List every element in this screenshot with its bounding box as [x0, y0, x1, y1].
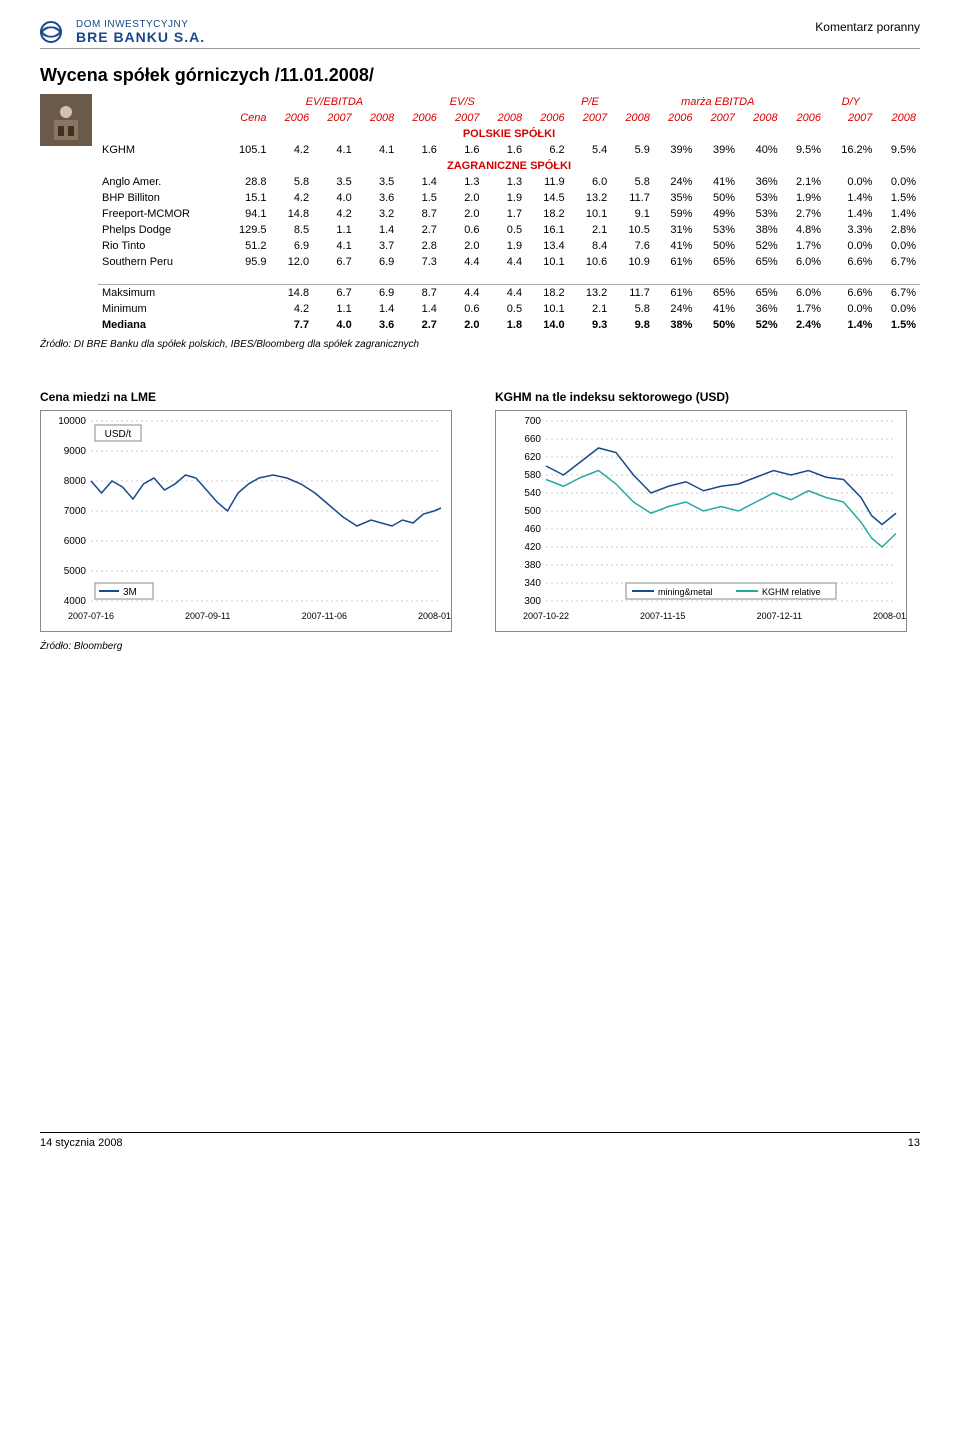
svg-text:460: 460	[524, 524, 541, 535]
svg-text:2007-11-15: 2007-11-15	[640, 611, 685, 621]
svg-text:2007-11-06: 2007-11-06	[302, 611, 347, 621]
svg-text:380: 380	[524, 560, 541, 571]
table-row: Rio Tinto51.26.94.13.72.82.01.913.48.47.…	[98, 238, 920, 254]
svg-text:2008-01-07: 2008-01-07	[418, 611, 452, 621]
svg-text:KGHM relative: KGHM relative	[762, 587, 821, 597]
svg-text:700: 700	[524, 416, 541, 427]
chart-lme-block: Cena miedzi na LME 4000 5000 6000 7000 8000 9…	[40, 390, 465, 635]
svg-text:5000: 5000	[64, 566, 87, 577]
table-row: KGHM105.14.24.14.11.61.61.66.25.45.939%3…	[98, 142, 920, 158]
table-row: Phelps Dodge129.58.51.11.42.70.60.516.12…	[98, 222, 920, 238]
svg-text:580: 580	[524, 470, 541, 481]
table-source: Źródło: DI BRE Banku dla spółek polskich…	[40, 339, 920, 350]
svg-text:2007-10-22: 2007-10-22	[523, 611, 569, 621]
charts-source: Źródło: Bloomberg	[40, 641, 920, 652]
chart-kghm-block: KGHM na tle indeksu sektorowego (USD) 30…	[495, 390, 920, 635]
page-title: Wycena spółek górniczych /11.01.2008/	[40, 65, 920, 86]
svg-text:340: 340	[524, 578, 541, 589]
svg-text:6000: 6000	[64, 536, 87, 547]
charts-row: Cena miedzi na LME 4000 5000 6000 7000 8000 9…	[40, 390, 920, 635]
table-row: Freeport-MCMOR94.114.84.23.28.72.01.718.…	[98, 206, 920, 222]
logo-block: DOM INWESTYCYJNY BRE BANKU S.A.	[40, 20, 205, 44]
svg-text:2008-01-04: 2008-01-04	[873, 611, 907, 621]
svg-text:300: 300	[524, 596, 541, 607]
svg-text:9000: 9000	[64, 446, 87, 457]
table-row: Mediana7.74.03.62.72.01.814.09.39.838%50…	[98, 317, 920, 333]
svg-text:7000: 7000	[64, 506, 87, 517]
bre-logo-icon	[40, 21, 70, 43]
chart-kghm-canvas: 300 340 380 420 460 500 540 580 620 660 700 2007-10…	[495, 410, 907, 632]
table-row: Maksimum14.86.76.98.74.44.418.213.211.76…	[98, 285, 920, 302]
svg-text:10000: 10000	[58, 416, 86, 427]
svg-text:620: 620	[524, 452, 541, 463]
chart-kghm-title: KGHM na tle indeksu sektorowego (USD)	[495, 390, 920, 404]
table-row: Anglo Amer.28.85.83.53.51.41.31.311.96.0…	[98, 174, 920, 190]
chart-lme-title: Cena miedzi na LME	[40, 390, 465, 404]
svg-text:660: 660	[524, 434, 541, 445]
svg-text:2007-09-11: 2007-09-11	[185, 611, 230, 621]
footer-date: 14 stycznia 2008	[40, 1137, 123, 1149]
svg-text:mining&metal: mining&metal	[658, 587, 713, 597]
svg-text:420: 420	[524, 542, 541, 553]
svg-text:500: 500	[524, 506, 541, 517]
header-right: Komentarz poranny	[815, 20, 920, 34]
svg-text:540: 540	[524, 488, 541, 499]
svg-text:USD/t: USD/t	[105, 429, 132, 440]
svg-text:8000: 8000	[64, 476, 87, 487]
page-header: DOM INWESTYCYJNY BRE BANKU S.A. Komentar…	[40, 20, 920, 49]
valuation-table: EV/EBITDAEV/SP/Emarża EBITDAD/YCena20062…	[98, 94, 920, 333]
mining-photo-icon	[40, 94, 92, 146]
logo-text-bot: BRE BANKU S.A.	[76, 30, 205, 44]
chart-lme-canvas: 4000 5000 6000 7000 8000 9000 10000 2007-07-16 2…	[40, 410, 452, 632]
svg-text:3M: 3M	[123, 587, 137, 598]
svg-text:4000: 4000	[64, 596, 87, 607]
table-row: BHP Billiton15.14.24.03.61.52.01.914.513…	[98, 190, 920, 206]
table-row: Minimum4.21.11.41.40.60.510.12.15.824%41…	[98, 301, 920, 317]
page-footer: 14 stycznia 2008 13	[40, 1132, 920, 1149]
footer-pagenum: 13	[908, 1137, 920, 1149]
svg-text:2007-07-16: 2007-07-16	[68, 611, 114, 621]
logo-text: DOM INWESTYCYJNY BRE BANKU S.A.	[76, 20, 205, 44]
valuation-table-wrap: EV/EBITDAEV/SP/Emarża EBITDAD/YCena20062…	[40, 94, 920, 333]
table-row: Southern Peru95.912.06.76.97.34.44.410.1…	[98, 254, 920, 270]
svg-text:2007-12-11: 2007-12-11	[757, 611, 802, 621]
